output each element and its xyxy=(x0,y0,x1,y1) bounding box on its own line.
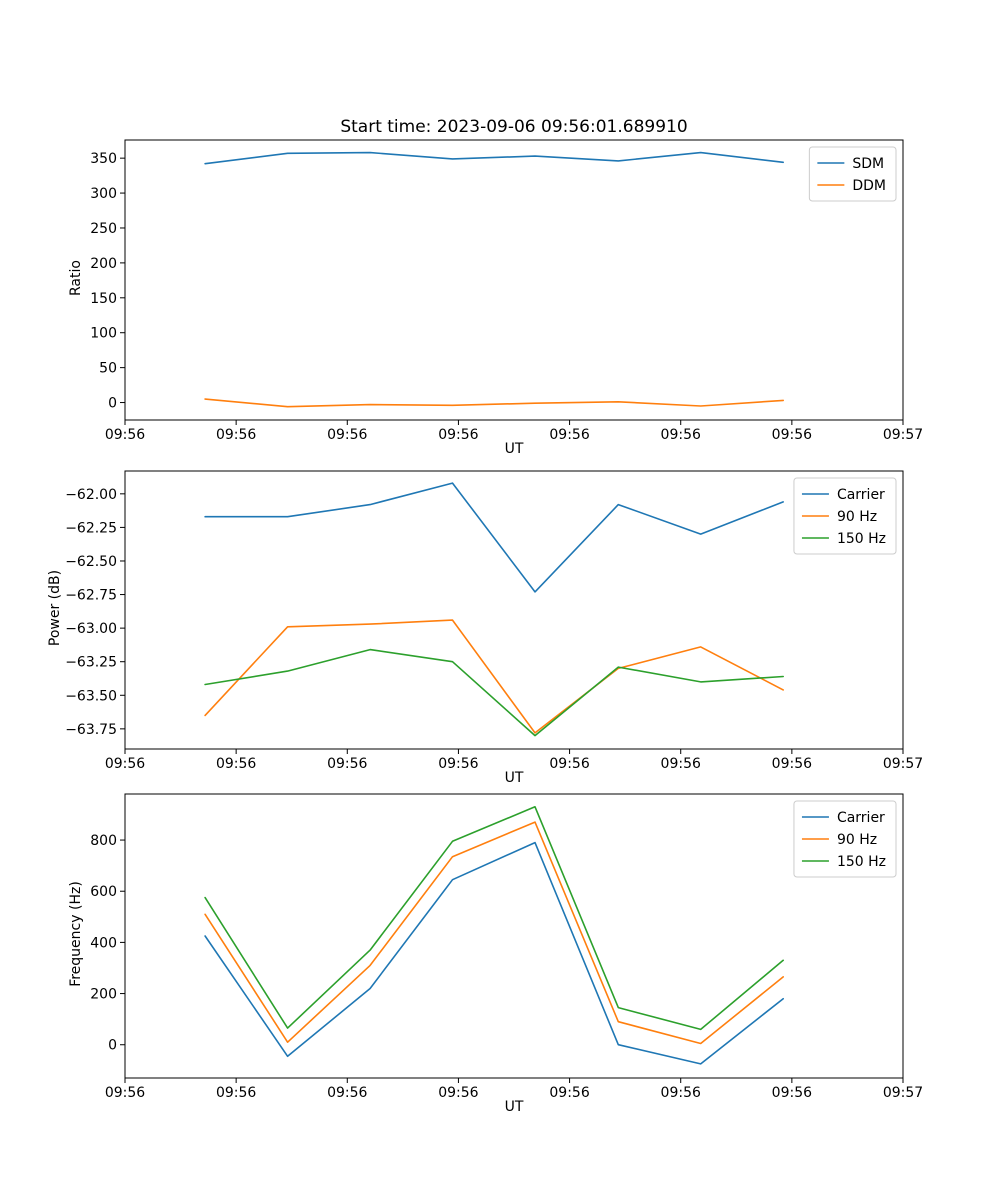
y-tick-label: −62.00 xyxy=(65,487,117,503)
series-line-150-hz xyxy=(204,805,785,1031)
x-tick-label: 09:56 xyxy=(327,1085,367,1101)
subplot-2: 09:56 09:56 09:56 09:56 09:56 09:56 09:56 09:57… xyxy=(90,793,923,1101)
x-tick-label: 09:56 xyxy=(661,756,701,772)
legend-label-ddm: DDM xyxy=(852,178,886,194)
y-tick-label: 800 xyxy=(90,833,117,849)
x-tick-label: 09:57 xyxy=(883,427,923,443)
x-tick-label: 09:56 xyxy=(549,756,589,772)
axes-frame xyxy=(124,470,904,750)
y-tick-label: 100 xyxy=(90,326,117,342)
legend-label-90-hz: 90 Hz xyxy=(837,832,877,848)
x-tick-label: 09:57 xyxy=(883,756,923,772)
x-axis-label-power: UT xyxy=(504,770,524,786)
legend-label-carrier: Carrier xyxy=(837,487,885,503)
subplot-0: 09:56 09:56 09:56 09:56 09:56 09:56 09:56 09:57… xyxy=(90,139,923,443)
x-tick-label: 09:56 xyxy=(105,756,145,772)
y-tick-label: 50 xyxy=(99,361,117,377)
y-tick-label: −63.00 xyxy=(65,621,117,637)
x-tick-label: 09:56 xyxy=(327,427,367,443)
y-tick-label: 0 xyxy=(108,1038,117,1054)
legend-box xyxy=(793,800,897,878)
series-line-carrier xyxy=(204,482,785,593)
y-tick-label: −63.75 xyxy=(65,722,117,738)
x-tick-label: 09:57 xyxy=(883,1085,923,1101)
series-line-90-hz xyxy=(204,619,785,734)
legend-box xyxy=(793,477,897,555)
legend-label-sdm: SDM xyxy=(852,156,884,172)
y-axis-label-frequency: Frequency (Hz) xyxy=(68,881,84,987)
legend-label-90-hz: 90 Hz xyxy=(837,509,877,525)
subplot-1: 09:56 09:56 09:56 09:56 09:56 09:56 09:56 09:57… xyxy=(65,470,923,772)
y-tick-label: 350 xyxy=(90,151,117,167)
figure-title: Start time: 2023-09-06 09:56:01.689910 xyxy=(340,117,688,137)
x-tick-label: 09:56 xyxy=(549,1085,589,1101)
y-tick-label: −62.25 xyxy=(65,520,117,536)
series-line-90-hz xyxy=(204,821,785,1045)
y-tick-label: −63.50 xyxy=(65,688,117,704)
x-axis-label-frequency: UT xyxy=(504,1099,524,1115)
axes-frame xyxy=(124,139,904,421)
x-axis-label-ratio: UT xyxy=(504,441,524,457)
y-tick-label: −62.75 xyxy=(65,588,117,604)
legend-label-150-hz: 150 Hz xyxy=(837,531,886,547)
series-line-150-hz xyxy=(204,648,785,737)
y-tick-label: −63.25 xyxy=(65,655,117,671)
legend: Carrier 90 Hz 150 Hz xyxy=(793,800,897,878)
x-tick-label: 09:56 xyxy=(549,427,589,443)
y-tick-label: 150 xyxy=(90,291,117,307)
y-tick-label: 600 xyxy=(90,884,117,900)
legend-label-150-hz: 150 Hz xyxy=(837,854,886,870)
legend: SDM DDM xyxy=(808,146,897,202)
x-tick-label: 09:56 xyxy=(216,756,256,772)
x-tick-label: 09:56 xyxy=(661,1085,701,1101)
legend: Carrier 90 Hz 150 Hz xyxy=(793,477,897,555)
x-tick-label: 09:56 xyxy=(772,1085,812,1101)
legend-label-carrier: Carrier xyxy=(837,810,885,826)
y-tick-label: 0 xyxy=(108,396,117,412)
x-tick-label: 09:56 xyxy=(438,427,478,443)
y-tick-label: −62.50 xyxy=(65,554,117,570)
x-tick-label: 09:56 xyxy=(216,427,256,443)
x-tick-label: 09:56 xyxy=(216,1085,256,1101)
x-tick-label: 09:56 xyxy=(438,1085,478,1101)
y-tick-label: 200 xyxy=(90,987,117,1003)
x-tick-label: 09:56 xyxy=(327,756,367,772)
y-tick-label: 200 xyxy=(90,256,117,272)
y-tick-label: 300 xyxy=(90,186,117,202)
x-tick-label: 09:56 xyxy=(105,1085,145,1101)
y-axis-label-power: Power (dB) xyxy=(47,569,63,647)
legend-box xyxy=(808,146,897,202)
y-tick-label: 250 xyxy=(90,221,117,237)
x-tick-label: 09:56 xyxy=(772,756,812,772)
x-tick-label: 09:56 xyxy=(661,427,701,443)
y-tick-label: 400 xyxy=(90,935,117,951)
y-axis-label-ratio: Ratio xyxy=(68,260,84,296)
series-line-carrier xyxy=(204,841,785,1065)
series-line-sdm xyxy=(204,151,785,165)
axes-frame xyxy=(124,793,904,1079)
x-tick-label: 09:56 xyxy=(105,427,145,443)
x-tick-label: 09:56 xyxy=(438,756,478,772)
x-tick-label: 09:56 xyxy=(772,427,812,443)
series-line-ddm xyxy=(204,398,785,408)
